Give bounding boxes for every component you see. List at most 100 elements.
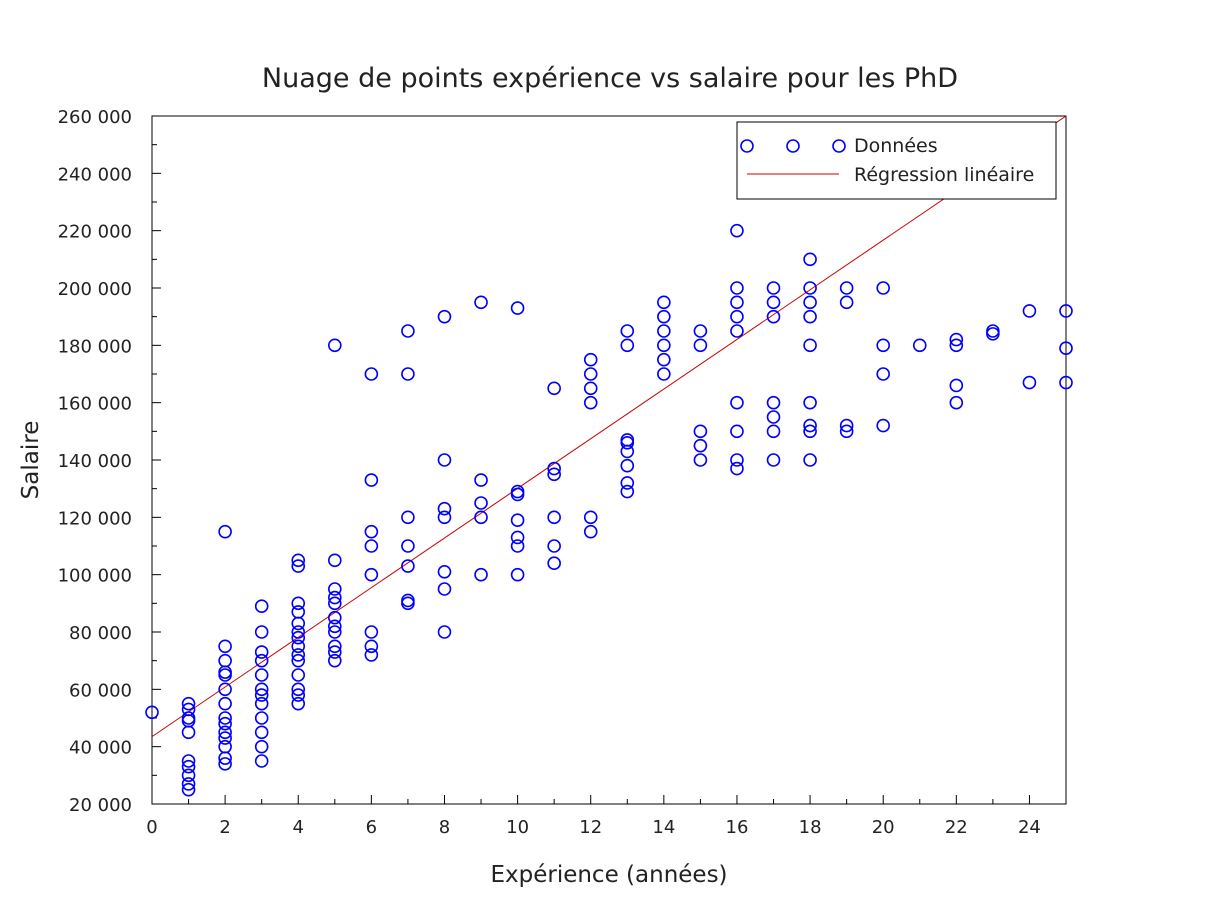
data-point — [839, 295, 854, 310]
y-tick-label: 220 000 — [58, 222, 132, 243]
data-point — [181, 725, 196, 740]
data-point — [401, 559, 415, 573]
data-point — [364, 524, 379, 539]
data-point — [327, 596, 342, 611]
data-point — [437, 501, 452, 516]
data-point — [730, 453, 744, 467]
data-point — [693, 453, 708, 467]
data-point — [327, 639, 342, 654]
data-point — [291, 668, 306, 682]
data-point — [218, 524, 232, 539]
data-point — [218, 682, 232, 697]
data-point — [912, 338, 927, 353]
data-point — [730, 424, 744, 439]
data-point — [583, 395, 598, 410]
data-point — [327, 590, 342, 605]
legend-label-regression: Régression linéaire — [854, 164, 1034, 186]
data-point — [364, 367, 379, 381]
data-point — [437, 453, 452, 467]
data-point — [181, 759, 196, 774]
data-point — [803, 309, 817, 324]
data-point — [474, 473, 488, 487]
data-point — [401, 367, 415, 381]
data-point — [657, 295, 671, 310]
data-point — [1059, 341, 1073, 356]
data-point — [547, 381, 561, 396]
data-point — [949, 395, 964, 410]
data-point — [218, 665, 232, 679]
data-point — [803, 295, 817, 310]
data-point — [327, 610, 342, 625]
y-tick-label: 240 000 — [58, 164, 132, 185]
data-point — [437, 582, 452, 596]
data-point — [766, 281, 781, 295]
x-tick-label: 14 — [652, 817, 675, 838]
data-point — [730, 324, 744, 338]
data-point — [145, 705, 159, 720]
data-point — [803, 252, 817, 267]
data-point — [620, 476, 635, 490]
data-point — [254, 696, 269, 711]
x-tick-label: 4 — [293, 817, 304, 838]
data-point — [218, 668, 232, 682]
x-tick-label: 20 — [872, 817, 895, 838]
plot-frame — [151, 115, 1067, 805]
data-point — [986, 327, 1000, 341]
data-point — [657, 309, 671, 324]
data-point — [254, 739, 269, 754]
data-point — [766, 410, 781, 424]
data-point — [620, 338, 635, 353]
data-point — [437, 564, 452, 579]
data-point — [254, 645, 269, 659]
data-point — [291, 639, 306, 654]
data-point — [1059, 304, 1073, 318]
data-point — [803, 424, 817, 439]
x-tick-label: 6 — [366, 817, 377, 838]
legend: Données Régression linéaire — [736, 121, 1057, 200]
legend-marker-icon — [786, 139, 800, 153]
data-point — [839, 424, 854, 439]
data-point — [291, 682, 306, 697]
x-tick-label: 16 — [726, 817, 749, 838]
x-tick-label: 8 — [439, 817, 450, 838]
data-point — [254, 599, 269, 614]
data-point — [254, 688, 269, 702]
y-tick-label: 20 000 — [69, 795, 132, 816]
data-point — [547, 467, 561, 482]
data-point — [766, 424, 781, 439]
data-point — [510, 567, 525, 582]
data-point — [364, 639, 379, 654]
data-point — [218, 696, 232, 711]
y-tick-label: 260 000 — [58, 107, 132, 128]
data-point — [401, 596, 415, 611]
data-point — [181, 711, 196, 725]
data-point — [254, 668, 269, 682]
data-point — [181, 754, 196, 768]
chart-title: Nuage de points expérience vs salaire po… — [262, 63, 958, 94]
legend-label-donnees: Données — [854, 135, 938, 157]
data-point — [327, 653, 342, 668]
data-point — [291, 553, 306, 568]
y-tick-label: 60 000 — [69, 680, 132, 701]
data-point — [1059, 375, 1073, 390]
data-point — [986, 324, 1000, 338]
data-point — [876, 281, 891, 295]
data-point — [766, 453, 781, 467]
data-point — [181, 696, 196, 711]
data-point — [218, 757, 232, 771]
data-point — [657, 352, 671, 367]
data-point — [291, 648, 306, 662]
data-point — [949, 378, 964, 393]
data-point — [876, 367, 891, 381]
data-point — [620, 458, 635, 473]
x-tick-label: 0 — [146, 817, 157, 838]
data-point — [1022, 375, 1037, 390]
data-point — [218, 653, 232, 668]
data-point — [583, 352, 598, 367]
data-point — [181, 714, 196, 728]
data-point — [620, 433, 635, 447]
data-point — [254, 725, 269, 740]
data-point — [730, 223, 744, 238]
data-point — [474, 567, 488, 582]
data-point — [218, 716, 232, 731]
